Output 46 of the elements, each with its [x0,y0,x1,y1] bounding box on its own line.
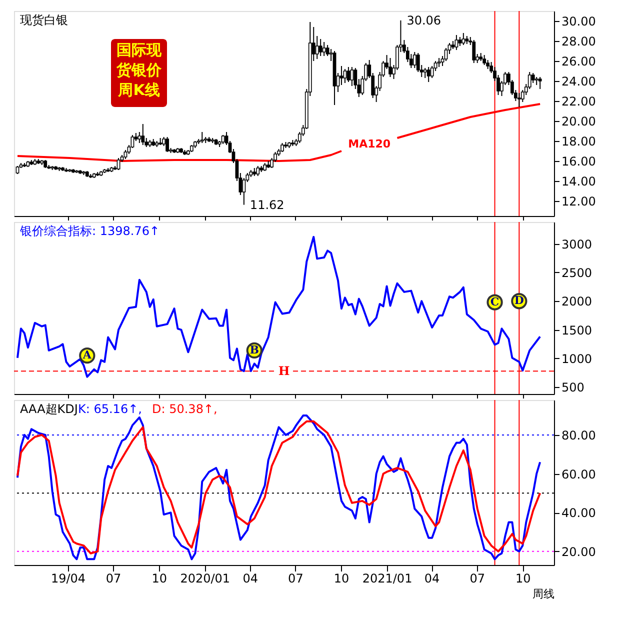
text: 银价综合指标: 1398.76↑ [19,224,160,238]
annotation: A [82,348,92,362]
x-tick-label: 10 [516,572,531,586]
y-tick-label: 30.00 [562,14,596,28]
x-tick-label: 07 [288,572,304,586]
x-tick-label: 10 [334,572,350,586]
y-tick-label: 16.00 [562,154,596,168]
y-tick-label: 28.00 [562,34,596,48]
y-tick-label: 60.00 [562,467,596,482]
y-tick-label: 1500 [562,323,592,338]
x-tick-label: 10 [152,572,167,586]
y-tick-label: 40.00 [562,506,596,520]
annotation: 11.62 [250,198,284,212]
chart-title: 现货白银 [20,13,68,27]
y-tick-label: 1000 [562,352,592,366]
y-tick-label: 18.00 [562,134,596,148]
y-tick-label: 3000 [562,237,592,252]
y-tick-label: 20.00 [562,544,596,559]
y-tick-label: 12.00 [562,194,596,208]
ref-line-label: H [278,364,290,378]
x-tick-label: 04 [242,572,258,586]
y-tick-label: 2500 [562,266,592,280]
annotation: C [490,295,500,308]
y-tick-label: 2000 [562,294,592,309]
annotation: D [514,294,524,308]
series-label: MA120 [348,138,391,150]
x-axis-title: 周线 [532,588,554,600]
annotation: 30.06 [406,13,442,28]
y-tick-label: 500 [562,380,584,395]
x-tick-label: 2021/01 [362,572,412,586]
annotation: B [250,343,260,356]
series-label: K: 65.16↑, [78,402,142,416]
y-tick-label: 14.00 [562,174,596,188]
annotation: 国际现货银价周K线 [116,41,162,99]
x-tick-label: 04 [424,572,440,586]
y-tick-label: 24.00 [562,74,596,88]
y-tick-label: 80.00 [562,428,596,442]
chart-title: AAA超KDJ [20,402,78,416]
y-tick-label: 20.00 [562,114,596,128]
y-tick-label: 26.00 [562,54,596,68]
x-tick-label: 07 [470,572,485,586]
y-tick-label: 22.00 [562,94,596,108]
x-tick-label: 19/04 [50,572,86,586]
series-label: D: 50.38↑, [152,402,218,416]
x-tick-label: 07 [106,572,122,586]
x-tick-label: 2020/01 [180,572,230,586]
